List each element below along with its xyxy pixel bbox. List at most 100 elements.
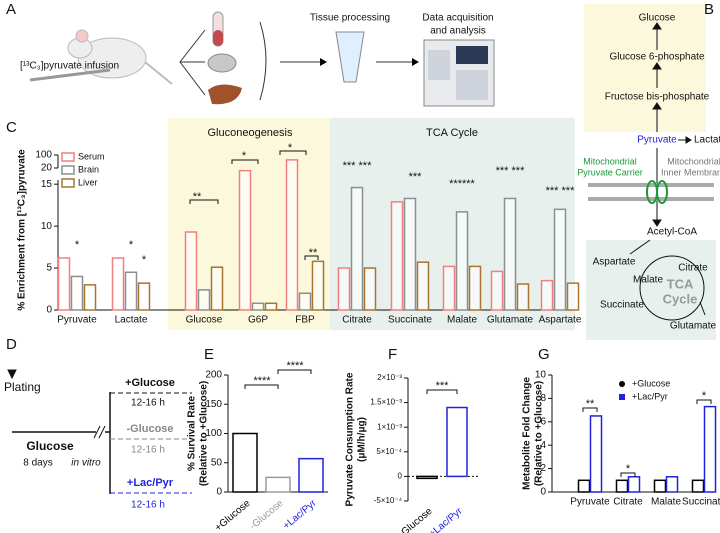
- sig-bracket: [279, 150, 307, 155]
- b-label: Mitochondrial: [667, 156, 720, 166]
- y-tick-label: 0: [216, 487, 222, 498]
- sig-label: *** ***: [343, 160, 372, 172]
- bar: [264, 302, 278, 311]
- b-label: Succinate: [600, 300, 644, 311]
- sig-bracket: [244, 384, 279, 389]
- bar: [653, 479, 667, 493]
- d-label: Plating: [4, 380, 41, 394]
- bar: [703, 405, 717, 493]
- sig-bracket: [582, 407, 598, 412]
- legend-label: Serum: [78, 151, 105, 161]
- bar: [137, 282, 151, 311]
- bar: [232, 432, 258, 493]
- bar: [468, 265, 482, 311]
- bar: [363, 267, 377, 311]
- sig-label: *: [75, 239, 80, 251]
- bar: [298, 292, 312, 311]
- bar: [57, 257, 71, 311]
- bar: [210, 266, 224, 311]
- legend-marker: [619, 394, 625, 400]
- bar: [83, 284, 97, 311]
- y-axis-label: (μM/h/μg): [357, 417, 368, 462]
- bar: [577, 479, 591, 493]
- legend-marker: [61, 152, 75, 162]
- sig-bracket: [620, 472, 636, 477]
- panel-letter: C: [6, 119, 17, 136]
- sig-label: *: [142, 254, 147, 266]
- bar: [403, 197, 417, 311]
- bar: [124, 271, 138, 311]
- y-tick-label: -5×10⁻⁴: [374, 496, 403, 505]
- x-tick-label: Glutamate: [487, 315, 534, 326]
- sig-bracket: [277, 369, 312, 374]
- b-label: Fructose bis-phosphate: [605, 92, 710, 103]
- y-tick-label: 2: [540, 463, 546, 474]
- sig-label: *: [702, 390, 707, 402]
- sig-label: *: [626, 463, 631, 475]
- d-label: +Lac/Pyr: [127, 477, 174, 489]
- d-label: in vitro: [71, 458, 101, 469]
- mito-bg: [586, 240, 716, 340]
- x-tick-label: FBP: [295, 315, 315, 326]
- panel-letter: B: [704, 1, 714, 18]
- sig-label: *: [129, 239, 134, 251]
- group-label: Gluconeogenesis: [207, 127, 293, 139]
- panel-letter: G: [538, 346, 550, 363]
- bar: [627, 476, 641, 493]
- b-label: Cycle: [663, 291, 698, 306]
- b-label: Malate: [633, 275, 663, 286]
- acquisition-label: and analysis: [430, 26, 486, 37]
- y-tick-label: 10: [41, 221, 53, 232]
- x-tick-label: Lactate: [115, 315, 148, 326]
- sig-label: *: [288, 142, 293, 154]
- sig-bracket: [304, 255, 319, 260]
- x-tick-label: Pyruvate: [570, 497, 610, 508]
- x-tick-label: Aspartate: [539, 315, 582, 326]
- b-label: Lactate: [694, 135, 720, 146]
- x-tick-label: Succinate: [388, 315, 432, 326]
- bar: [311, 260, 325, 311]
- d-label: -Glucose: [126, 423, 173, 435]
- sig-bracket: [189, 199, 219, 204]
- d-label: 8 days: [23, 458, 52, 469]
- sig-label: **: [193, 191, 202, 203]
- y-axis-label: (Relative to +Glucose): [199, 381, 210, 486]
- bar: [70, 275, 84, 311]
- b-label: Glucose: [639, 13, 676, 24]
- x-tick-label: Pyruvate: [57, 315, 97, 326]
- y-axis-label: Pyruvate Consumption Rate: [345, 372, 356, 506]
- y-tick-label: 0: [398, 472, 403, 481]
- b-label: Glucose 6-phosphate: [609, 52, 705, 63]
- y-tick-label: 10: [535, 370, 547, 381]
- sig-label: **: [586, 398, 595, 410]
- y-tick-label: 2×10⁻³: [377, 373, 402, 382]
- b-label: Mitochondrial: [583, 156, 637, 166]
- b-label: Citrate: [678, 263, 708, 274]
- y-tick-label: 5: [46, 263, 52, 274]
- b-label: Acetyl-CoA: [647, 227, 697, 238]
- bar: [251, 302, 265, 311]
- b-label: Inner Membrane: [661, 167, 720, 177]
- x-tick-label: +Lac/Pyr: [281, 497, 319, 531]
- d-label: +Glucose: [125, 377, 175, 389]
- b-label: Aspartate: [593, 257, 636, 268]
- bar: [184, 231, 198, 311]
- bar: [265, 476, 291, 493]
- sig-label: ****: [253, 375, 271, 387]
- sig-bracket: [231, 159, 259, 164]
- sig-label: *** ***: [546, 185, 575, 197]
- y-axis-label: % Survival Rate: [187, 396, 198, 471]
- x-tick-label: G6P: [248, 315, 268, 326]
- legend-marker: [619, 381, 625, 387]
- bar: [540, 279, 554, 311]
- bar: [589, 415, 603, 493]
- mpc-icon: [656, 180, 668, 204]
- y-tick-label: 4: [540, 440, 546, 451]
- x-tick-label: Citrate: [613, 497, 643, 508]
- y-tick-label: 50: [211, 457, 223, 468]
- panel-letter: D: [6, 336, 17, 353]
- bar: [337, 267, 351, 311]
- d-label: Glucose: [26, 439, 74, 453]
- d-label: 12-16 h: [131, 445, 165, 456]
- bar: [566, 282, 580, 311]
